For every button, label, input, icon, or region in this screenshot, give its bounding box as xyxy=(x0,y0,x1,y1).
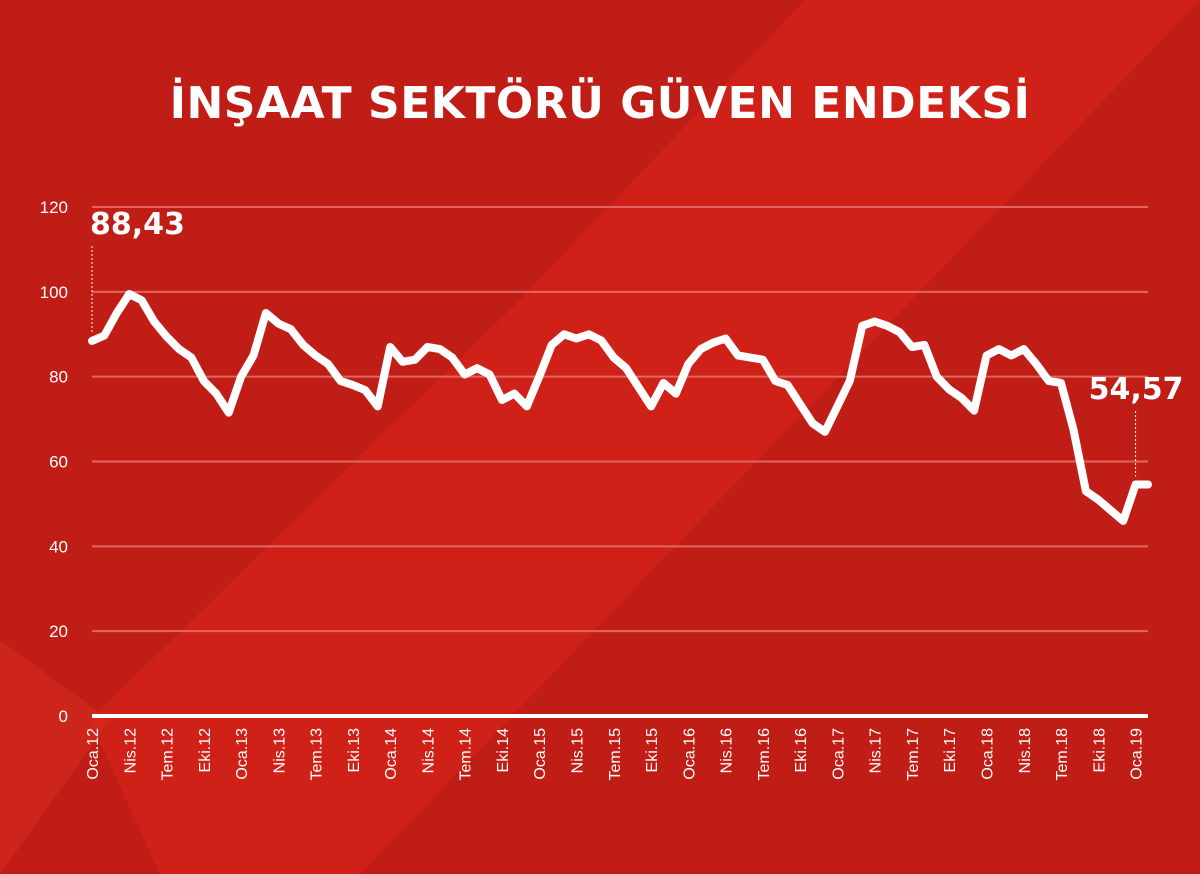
series-layer xyxy=(88,290,1152,525)
x-tick-label: Nis.17 xyxy=(868,728,885,773)
x-tick-label: Eki.17 xyxy=(942,728,959,773)
x-tick-label: Oca.18 xyxy=(979,728,996,780)
x-tick-label: Tem.16 xyxy=(756,728,773,781)
x-tick-label: Eki.14 xyxy=(495,728,512,773)
x-tick-label: Oca.17 xyxy=(830,728,847,780)
x-tick-label: Nis.15 xyxy=(570,728,587,773)
x-tick-label: Nis.18 xyxy=(1017,728,1034,773)
y-tick-label: 20 xyxy=(49,622,68,641)
y-tick-label: 100 xyxy=(40,283,68,302)
x-tick-label: Oca.14 xyxy=(383,728,400,780)
background-corner-shape xyxy=(0,640,110,874)
annotation-label: 88,43 xyxy=(90,207,185,242)
series-line xyxy=(88,290,1152,525)
x-tick-label: Tem.14 xyxy=(458,728,475,781)
y-axis-tick-labels: 0 20 40 60 80 100 120 xyxy=(40,198,68,726)
x-tick-label: Nis.12 xyxy=(122,728,139,773)
y-tick-label: 40 xyxy=(49,537,68,556)
x-tick-label: Oca.16 xyxy=(681,728,698,780)
annotation-labels: 88,43 54,57 xyxy=(90,207,1184,407)
x-tick-label: Oca.15 xyxy=(532,728,549,780)
x-axis-tick-labels: Oca.12 Nis.12 Tem.12 Eki.12 Oca.13 Nis.13 Tem.… xyxy=(85,728,1146,781)
x-tick-label: Tem.18 xyxy=(1054,728,1071,781)
annotation-label: 54,57 xyxy=(1089,372,1184,407)
x-tick-label: Tem.13 xyxy=(309,728,326,781)
y-tick-label: 0 xyxy=(59,707,68,726)
x-tick-label: Tem.12 xyxy=(160,728,177,781)
x-tick-label: Eki.15 xyxy=(644,728,661,773)
y-tick-label: 80 xyxy=(49,368,68,387)
x-tick-label: Eki.16 xyxy=(793,728,810,773)
x-tick-label: Oca.19 xyxy=(1129,728,1146,780)
x-tick-label: Oca.13 xyxy=(234,728,251,780)
x-tick-label: Nis.14 xyxy=(420,728,437,773)
x-tick-label: Tem.15 xyxy=(607,728,624,781)
x-tick-label: Nis.13 xyxy=(271,728,288,773)
x-tick-label: Eki.13 xyxy=(346,728,363,773)
x-tick-label: Tem.17 xyxy=(905,728,922,781)
background-diagonal-band xyxy=(90,0,1200,874)
x-tick-label: Eki.18 xyxy=(1091,728,1108,773)
annotation-guides xyxy=(91,246,1137,477)
x-tick-label: Eki.12 xyxy=(197,728,214,773)
gridlines xyxy=(92,206,1148,718)
y-tick-label: 120 xyxy=(40,198,68,217)
chart-title: İNŞAAT SEKTÖRÜ GÜVEN ENDEKSİ xyxy=(169,78,1031,129)
x-tick-label: Nis.16 xyxy=(719,728,736,773)
x-tick-label: Oca.12 xyxy=(85,728,102,780)
y-tick-label: 60 xyxy=(49,453,68,472)
